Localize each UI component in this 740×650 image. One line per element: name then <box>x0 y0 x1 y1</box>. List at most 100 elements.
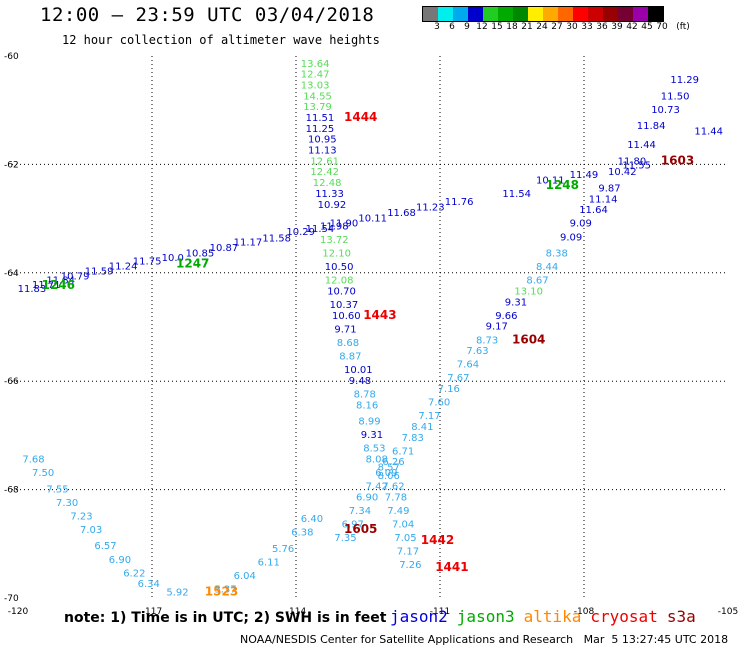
swh-value-label: 11.59 <box>85 266 114 277</box>
swh-value-label: 11.33 <box>315 189 344 200</box>
swh-value-label: 7.55 <box>46 484 68 495</box>
swh-value-label: 10.11 <box>358 213 387 224</box>
swh-value-label: 13.79 <box>303 102 332 113</box>
legend-entry-s3a: s3a <box>666 607 696 626</box>
swh-value-label: 6.11 <box>258 557 280 568</box>
swh-value-label: 8.53 <box>363 444 385 455</box>
colorbar-swatch <box>588 7 603 21</box>
swh-value-label: 8.99 <box>358 417 380 428</box>
swh-value-label: 7.78 <box>385 492 407 503</box>
swh-value-label: 11.14 <box>589 194 618 205</box>
y-tick-label: -70 <box>4 594 19 604</box>
swh-value-label: 10.95 <box>308 135 337 146</box>
colorbar-swatch <box>603 7 618 21</box>
swh-value-label: 11.84 <box>637 121 666 132</box>
swh-value-label: 9.71 <box>334 324 356 335</box>
swh-value-label: 11.24 <box>109 262 138 273</box>
swh-value-label: 11.98 <box>320 221 349 232</box>
colorbar-label: 12 <box>476 22 488 32</box>
colorbar-swatch <box>438 7 453 21</box>
swh-value-label: 8.16 <box>356 400 378 411</box>
swh-value-label: 7.35 <box>334 533 356 544</box>
swh-value-label: 12.10 <box>322 249 351 260</box>
units-note: note: 1) Time is in UTC; 2) SWH is in fe… <box>64 610 387 626</box>
swh-value-label: 7.49 <box>387 506 409 517</box>
swh-value-label: 11.44 <box>627 140 656 151</box>
swh-value-label: 7.17 <box>397 547 419 558</box>
swh-value-label: 13.64 <box>301 59 330 70</box>
swh-value-label: 11.84 <box>46 276 75 287</box>
track-time-label: 1441 <box>435 560 468 574</box>
swh-value-label: 13.72 <box>320 235 349 246</box>
swh-value-label: 7.26 <box>399 560 421 571</box>
colorbar-swatch <box>498 7 513 21</box>
y-tick-label: -66 <box>4 377 19 387</box>
swh-value-label: 8.87 <box>339 352 361 363</box>
colorbar-label: (ft) <box>676 22 690 32</box>
swh-value-label: 7.50 <box>32 468 54 479</box>
swh-value-label: 10.0 <box>162 253 184 264</box>
swh-value-label: 10.92 <box>318 200 347 211</box>
swh-value-label: 8.67 <box>526 276 548 287</box>
x-tick-label: -108 <box>574 607 595 617</box>
colorbar-label: 42 <box>626 22 638 32</box>
colorbar-label: 18 <box>506 22 518 32</box>
swh-value-label: 12.42 <box>310 167 339 178</box>
y-tick-label: -64 <box>4 269 19 279</box>
legend-entry-jason3: jason3 <box>456 607 515 626</box>
y-tick-label: -62 <box>4 160 19 170</box>
colorbar-swatch <box>633 7 648 21</box>
swh-value-label: 11.76 <box>445 197 474 208</box>
swh-value-label: 9.09 <box>570 219 592 230</box>
grid-lines <box>8 56 728 598</box>
swh-value-label: 8.08 <box>366 455 388 466</box>
swh-value-label: 6.90 <box>109 555 131 566</box>
swh-value-label: 6.22 <box>123 568 145 579</box>
swh-value-label: 10.85 <box>186 249 215 260</box>
colorbar-label: 9 <box>464 22 470 32</box>
swh-value-label: 12.48 <box>313 178 342 189</box>
swh-value-label: 11.25 <box>306 124 335 135</box>
colorbar-swatch <box>618 7 633 21</box>
swh-value-label: 11.23 <box>416 202 445 213</box>
swh-value-label: 7.83 <box>402 433 424 444</box>
colorbar-label: 24 <box>536 22 548 32</box>
colorbar-label: 21 <box>521 22 533 32</box>
swh-value-label: 5.92 <box>166 587 188 598</box>
swh-value-label: 11.17 <box>234 238 263 249</box>
swh-value-label: 9.31 <box>361 430 383 441</box>
swh-value-label: 11.68 <box>387 208 416 219</box>
swh-value-label: 9.09 <box>560 232 582 243</box>
swh-colorbar <box>422 6 664 22</box>
swh-value-label: 11.75 <box>133 257 162 268</box>
colorbar-label: 70 <box>656 22 668 32</box>
swh-value-label: 9.31 <box>505 297 527 308</box>
axis-ticks: -120 -117 -114 -111 -108 -105 -60 -62 -64 -66 -68 -… <box>4 52 738 617</box>
swh-value-label: 9.66 <box>495 311 517 322</box>
swh-value-label: 10.50 <box>325 262 354 273</box>
track-time-label: 1444 <box>344 110 377 124</box>
swh-value-label: 5.76 <box>272 544 294 555</box>
swh-value-label: 8.57 <box>378 463 400 474</box>
page-subtitle: 12 hour collection of altimeter wave hei… <box>62 33 380 47</box>
swh-value-label: 11.58 <box>262 233 291 244</box>
swh-value-label: 11.13 <box>308 146 337 157</box>
swh-value-label: 8.44 <box>536 262 558 273</box>
swh-value-label: 10.70 <box>327 286 356 297</box>
swh-value-label: 10.87 <box>210 243 239 254</box>
swh-value-label: 9.48 <box>349 376 371 387</box>
colorbar-swatch <box>543 7 558 21</box>
page-title: 12:00 – 23:59 UTC 03/04/2018 <box>40 4 375 26</box>
swh-value-label: 7.23 <box>70 511 92 522</box>
swh-value-label: 8.78 <box>354 389 376 400</box>
swh-value-label: 11.44 <box>694 127 723 138</box>
colorbar-label: 33 <box>581 22 593 32</box>
swh-value-label: 6.90 <box>356 492 378 503</box>
swh-value-label: 7.04 <box>392 520 414 531</box>
swh-value-label: 6.57 <box>94 541 116 552</box>
swh-value-label: 6.40 <box>301 514 323 525</box>
colorbar-swatch <box>573 7 588 21</box>
satellite-legend: jason2 jason3 altika cryosat s3a <box>390 607 705 626</box>
swh-value-label: 6.38 <box>291 528 313 539</box>
